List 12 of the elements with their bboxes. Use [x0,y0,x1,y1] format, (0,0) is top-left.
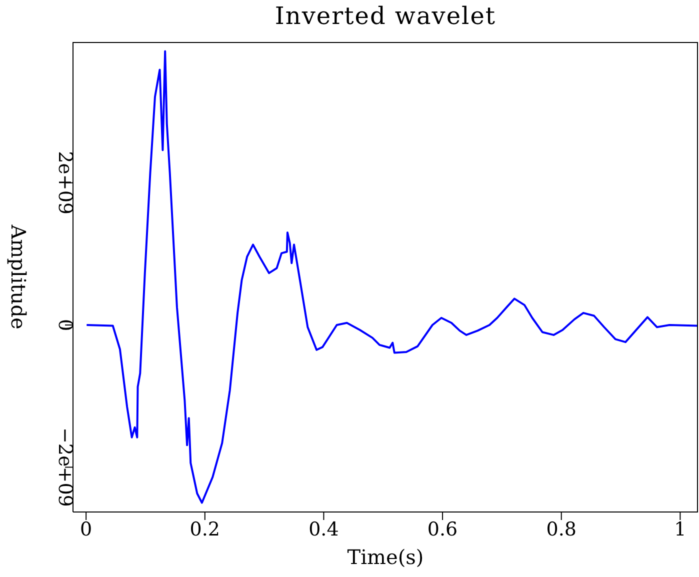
y-tick-label: −2e+09 [54,428,76,507]
x-tick-label: 0.8 [546,518,576,540]
x-tick-label: 0.2 [190,518,220,540]
y-axis-title: Amplitude [6,224,30,330]
x-tick-label: 1 [674,518,686,540]
y-tick-label: 2e+09 [54,151,76,215]
chart-title: Inverted wavelet [274,2,498,30]
x-axis-title: Time(s) [346,545,425,569]
x-tick-label: 0 [80,518,92,540]
x-tick-label: 0.4 [308,518,339,540]
y-tick-label: 0 [54,318,76,332]
x-tick-label: 0.6 [427,518,458,540]
